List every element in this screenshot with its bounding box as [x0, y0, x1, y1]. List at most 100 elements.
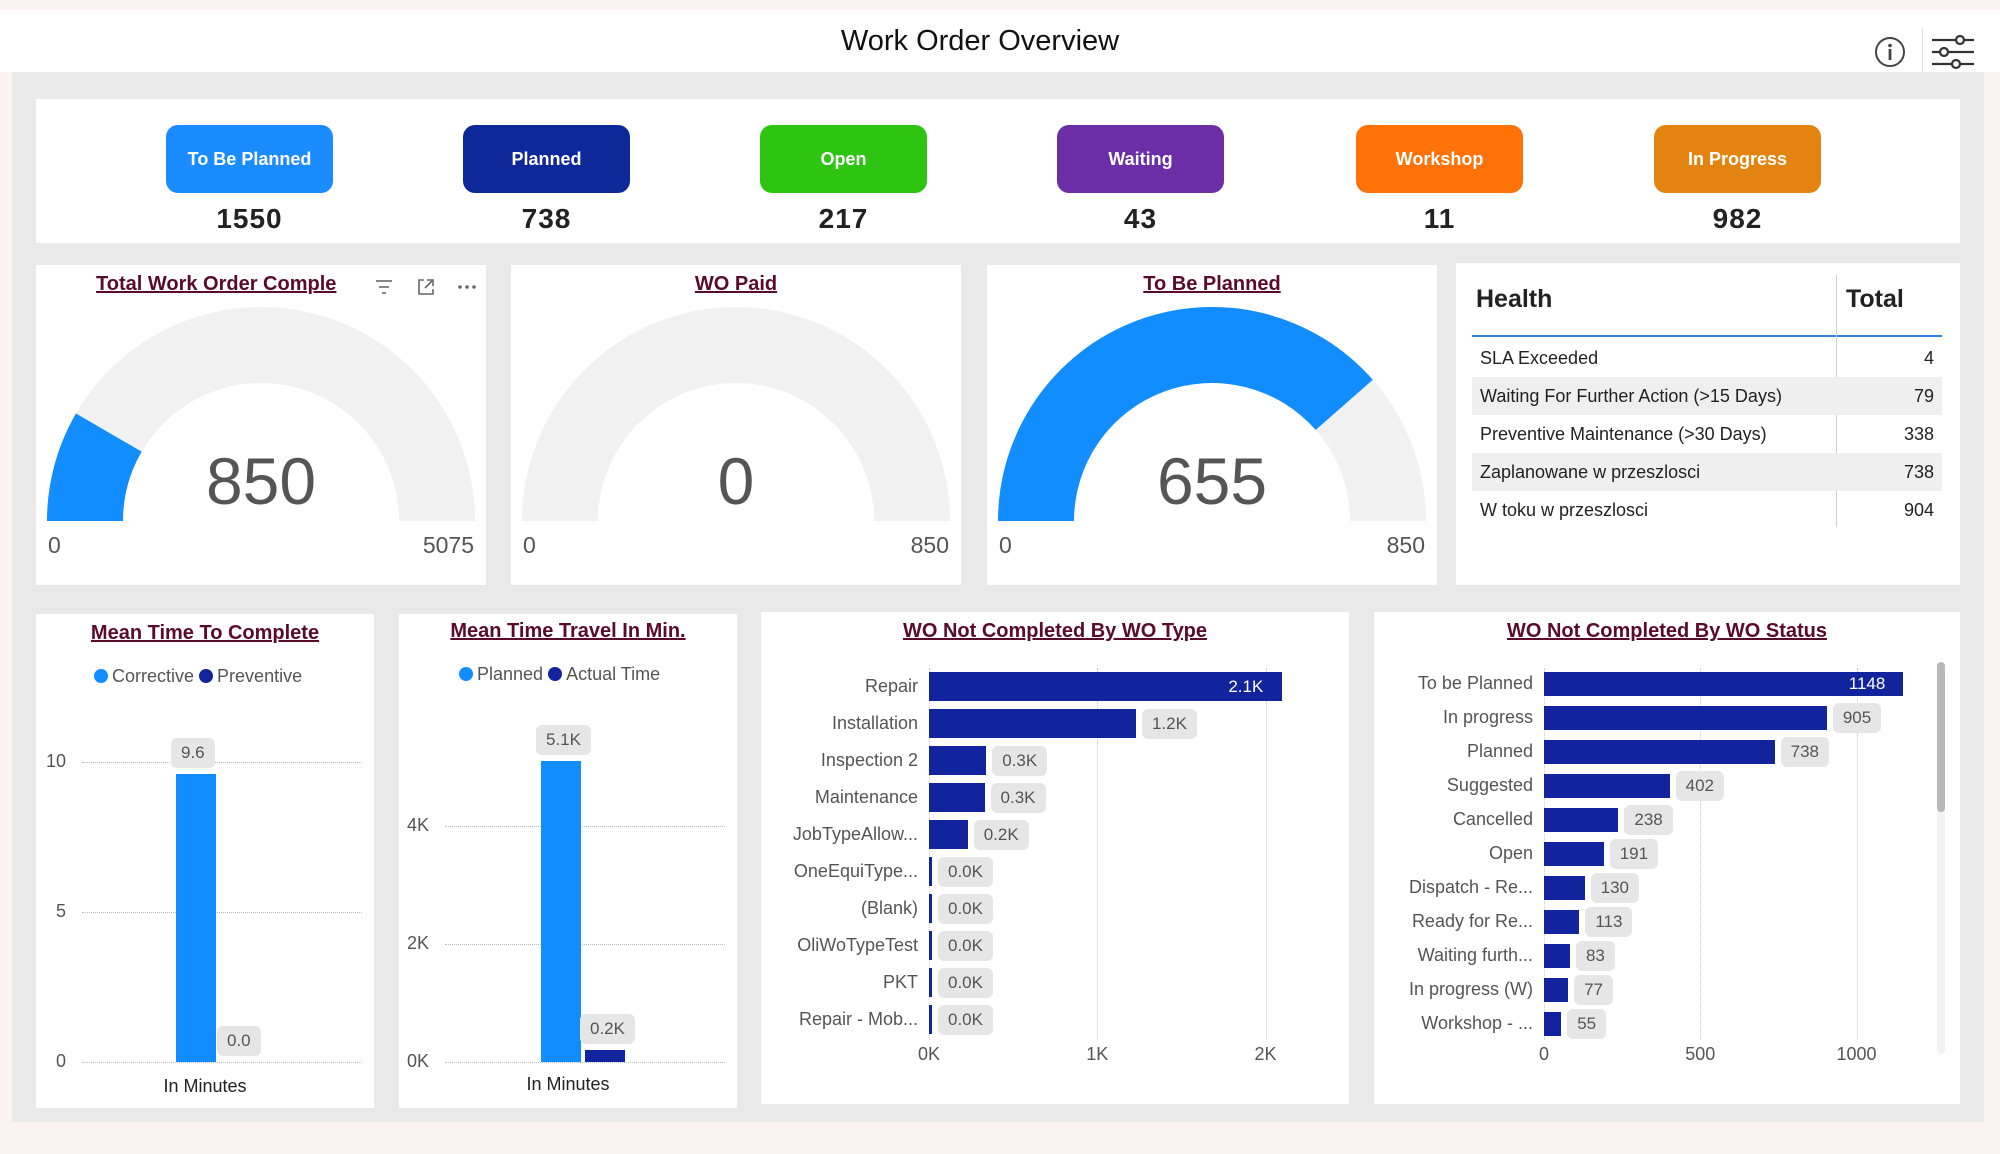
gauge-card-to-be-planned: To Be Planned 655 0 850 [987, 265, 1437, 585]
chart-title[interactable]: Mean Time To Complete [90, 622, 320, 644]
category-label: Repair - Mob... [798, 1008, 918, 1029]
table-row[interactable]: W toku w przeszlosci 904 [1472, 491, 1942, 529]
bar[interactable] [1544, 808, 1619, 832]
report-header: Work Order Overview [0, 10, 2000, 78]
chart-plot-area: 0K 1K 2K Repair 2.1K Installation 1.2K Inspecti… [761, 612, 1349, 1104]
gauge-fill[interactable] [47, 413, 142, 521]
gauge-arc [998, 307, 1426, 521]
category-label: Repair [864, 675, 918, 696]
gauge-card-wo-paid: WO Paid 0 0 850 [511, 265, 961, 585]
status-to-be-planned-button[interactable]: To Be Planned [166, 125, 333, 193]
bar[interactable] [1544, 978, 1569, 1002]
bar[interactable] [929, 1005, 932, 1034]
focus-mode-icon[interactable] [416, 277, 436, 297]
total-column-header[interactable]: Total [1846, 285, 1904, 313]
status-in-progress-button[interactable]: In Progress [1654, 125, 1821, 193]
bar[interactable] [541, 761, 581, 1062]
legend-item-corrective[interactable]: Corrective [94, 666, 194, 686]
status-workshop-button[interactable]: Workshop [1356, 125, 1523, 193]
status-to-be-planned-count: 1550 [216, 203, 283, 234]
category-label: Inspection 2 [820, 749, 918, 770]
bar[interactable] [929, 783, 985, 812]
data-label: 0.3K [992, 745, 1048, 776]
legend-item-preventive[interactable]: Preventive [199, 666, 302, 686]
bar[interactable] [1544, 740, 1775, 764]
bar[interactable] [1544, 1012, 1562, 1036]
bar[interactable] [176, 774, 216, 1062]
data-label: 1.2K [1141, 708, 1197, 739]
y-tick-label: 5 [55, 901, 66, 921]
table-row[interactable]: Preventive Maintenance (>30 Days) 338 [1472, 415, 1942, 453]
bar[interactable] [929, 968, 932, 997]
scrollbar-thumb[interactable] [1937, 662, 1945, 812]
gauge-value: 850 [205, 444, 317, 518]
data-label: 238 [1624, 805, 1673, 835]
filter-sliders-icon[interactable] [1930, 32, 1976, 72]
chart-title[interactable]: Mean Time Travel In Min. [450, 620, 686, 642]
legend-dot-icon [199, 669, 214, 683]
health-table-card: Health Total SLA Exceeded 4 Waiting For … [1456, 263, 1960, 585]
bar[interactable] [929, 820, 968, 849]
category-label: In progress (W) [1408, 979, 1533, 999]
gridline [445, 826, 725, 828]
filter-icon[interactable] [374, 277, 394, 297]
health-column-header[interactable]: Health [1476, 285, 1553, 313]
gauge-track [47, 307, 475, 521]
data-label: 83 [1575, 941, 1615, 971]
gauge-arc [47, 307, 475, 521]
x-axis-label: In Minutes [163, 1076, 247, 1096]
status-planned-button[interactable]: Planned [463, 125, 630, 193]
more-options-icon[interactable] [456, 277, 478, 297]
bar[interactable] [929, 672, 1283, 701]
chart-legend: Corrective Preventive [94, 666, 302, 687]
legend-dot-icon [94, 669, 108, 683]
gauge-min-label: 0 [999, 532, 1012, 558]
gauge-title[interactable]: Total Work Order Comple [96, 273, 337, 295]
table-row[interactable]: Waiting For Further Action (>15 Days) 79 [1472, 377, 1942, 415]
bar[interactable] [1544, 774, 1670, 798]
data-label: 55 [1567, 1009, 1607, 1039]
status-open-button[interactable]: Open [760, 125, 927, 193]
table-row[interactable]: Zaplanowane w przeszlosci 738 [1472, 453, 1942, 491]
gauge-title[interactable]: WO Paid [694, 273, 778, 295]
data-label: 0.0K [938, 1004, 993, 1035]
legend-item-actual-time[interactable]: Actual Time [548, 664, 660, 684]
table-header-underline [1472, 335, 1942, 337]
bar[interactable] [1544, 876, 1585, 900]
y-tick-label: 4K [407, 815, 430, 836]
category-label: Workshop - ... [1421, 1013, 1533, 1033]
info-icon[interactable] [1874, 36, 1906, 68]
gauge-min-label: 0 [523, 532, 536, 558]
x-tick-label: 2K [1254, 1044, 1277, 1064]
table-cell-health: W toku w przeszlosci [1480, 500, 1649, 520]
bar[interactable] [1544, 910, 1580, 934]
category-label: Open [1488, 843, 1533, 863]
gauge-min-label: 0 [48, 532, 61, 558]
status-open-count: 217 [818, 203, 869, 234]
bar[interactable] [1544, 842, 1604, 866]
bar[interactable] [929, 709, 1136, 738]
bar[interactable] [929, 894, 932, 923]
chart-title[interactable]: WO Not Completed By WO Type [902, 620, 1208, 642]
table-row[interactable]: SLA Exceeded 4 [1472, 339, 1942, 377]
bar[interactable] [1544, 706, 1827, 730]
bar[interactable] [929, 746, 987, 775]
scrollbar-track[interactable] [1937, 662, 1945, 1054]
bar[interactable] [1544, 944, 1570, 968]
gridline [929, 668, 930, 1040]
bar[interactable] [929, 931, 932, 960]
bar[interactable] [585, 1050, 625, 1062]
bar[interactable] [929, 857, 932, 886]
table-cell-total: 738 [1903, 462, 1934, 482]
wo-by-type-card: WO Not Completed By WO Type 0K 1K 2K Repair… [761, 612, 1349, 1104]
data-label: 1148 [1848, 674, 1886, 693]
gauge-title[interactable]: To Be Planned [1143, 273, 1281, 295]
status-waiting-button[interactable]: Waiting [1057, 125, 1224, 193]
data-label: 2.1K [1228, 676, 1264, 696]
chart-title[interactable]: WO Not Completed By WO Status [1507, 620, 1827, 642]
gauge-fill[interactable] [998, 307, 1373, 521]
data-label: 738 [1780, 737, 1829, 767]
legend-item-planned[interactable]: Planned [459, 664, 543, 684]
y-tick-label: 0K [407, 1051, 430, 1071]
bar[interactable] [1544, 672, 1903, 696]
